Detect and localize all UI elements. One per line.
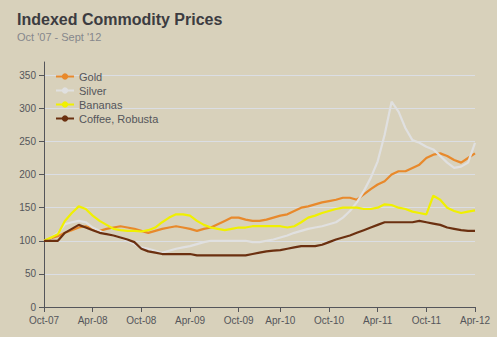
svg-text:Oct '07 - Sept '12: Oct '07 - Sept '12 — [17, 31, 101, 43]
svg-text:Silver: Silver — [79, 85, 107, 97]
svg-text:Indexed Commodity Prices: Indexed Commodity Prices — [17, 11, 222, 28]
svg-text:Oct-07: Oct-07 — [29, 315, 59, 326]
svg-text:Oct-10: Oct-10 — [314, 315, 344, 326]
svg-text:Coffee, Robusta: Coffee, Robusta — [79, 113, 159, 125]
svg-text:Oct-09: Oct-09 — [224, 315, 254, 326]
svg-text:250: 250 — [19, 136, 36, 147]
svg-text:350: 350 — [19, 70, 36, 81]
svg-text:200: 200 — [19, 169, 36, 180]
svg-text:Oct-08: Oct-08 — [126, 315, 156, 326]
svg-text:Apr-11: Apr-11 — [363, 315, 393, 326]
svg-text:Apr-12: Apr-12 — [460, 315, 490, 326]
svg-text:50: 50 — [25, 268, 37, 279]
svg-text:Bananas: Bananas — [79, 99, 123, 111]
svg-text:Oct-11: Oct-11 — [412, 315, 442, 326]
svg-text:150: 150 — [19, 202, 36, 213]
svg-text:300: 300 — [19, 103, 36, 114]
svg-text:Gold: Gold — [79, 71, 102, 83]
svg-text:Apr-08: Apr-08 — [78, 315, 108, 326]
svg-text:Apr-09: Apr-09 — [175, 315, 205, 326]
svg-text:Apr-10: Apr-10 — [265, 315, 295, 326]
svg-text:0: 0 — [30, 302, 36, 313]
svg-text:100: 100 — [19, 235, 36, 246]
